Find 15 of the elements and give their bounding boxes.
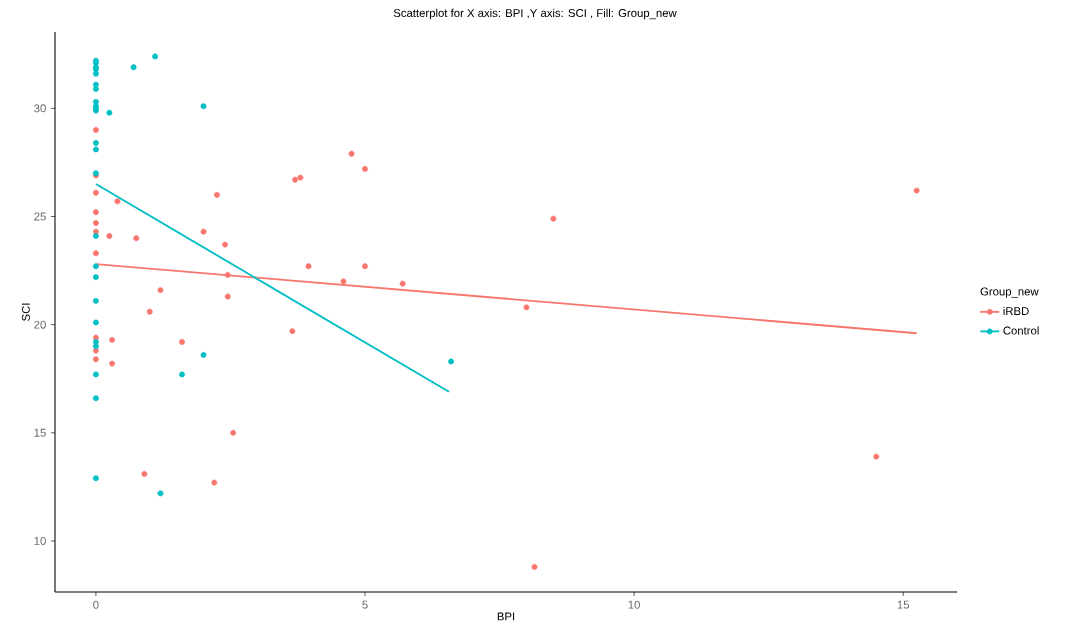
y-tick-label: 20: [34, 320, 46, 329]
x-tick-label: 5: [362, 600, 368, 609]
legend-label: Control: [1003, 326, 1039, 335]
x-axis-title: BPI: [497, 612, 515, 621]
legend-title: Group_new: [980, 287, 1039, 298]
y-axis-title: SCI: [21, 303, 30, 321]
chart-title: Scatterplot for X axis: BPI ,Y axis: SCI , Fill: Group_new: [393, 8, 677, 20]
x-tick-label: 10: [628, 600, 640, 609]
legend-label: iRBD: [1003, 306, 1029, 315]
y-tick-label: 10: [34, 536, 46, 545]
x-tick-label: 15: [897, 600, 910, 609]
y-tick-label: 15: [34, 428, 46, 437]
y-tick-label: 30: [34, 104, 46, 113]
y-tick-label: 25: [34, 212, 46, 221]
x-tick-label: 0: [93, 600, 99, 609]
